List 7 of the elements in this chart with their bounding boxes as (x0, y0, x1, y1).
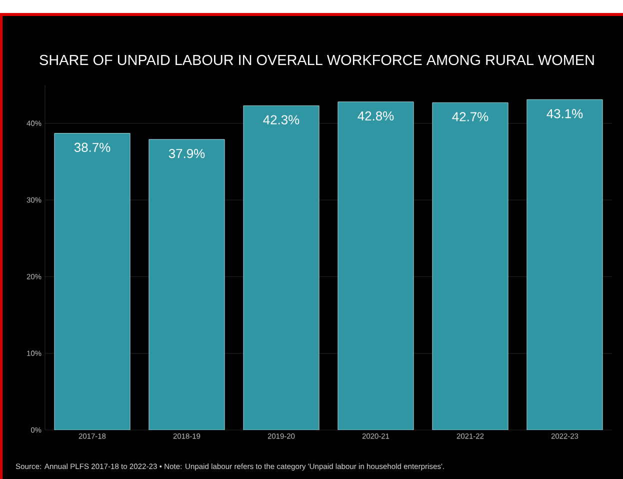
data-label: 42.8% (358, 111, 394, 121)
data-label: 37.9% (168, 148, 205, 158)
data-label: 43.1% (546, 109, 583, 118)
data-label: 42.3% (263, 115, 300, 124)
data-label: 42.7% (452, 112, 488, 122)
data-label: 38.7% (74, 142, 110, 152)
chart-title: SHARE OF UNPAID LABOUR IN OVERALL WORKFORCE AMONG RURAL WOMEN (40, 54, 594, 66)
